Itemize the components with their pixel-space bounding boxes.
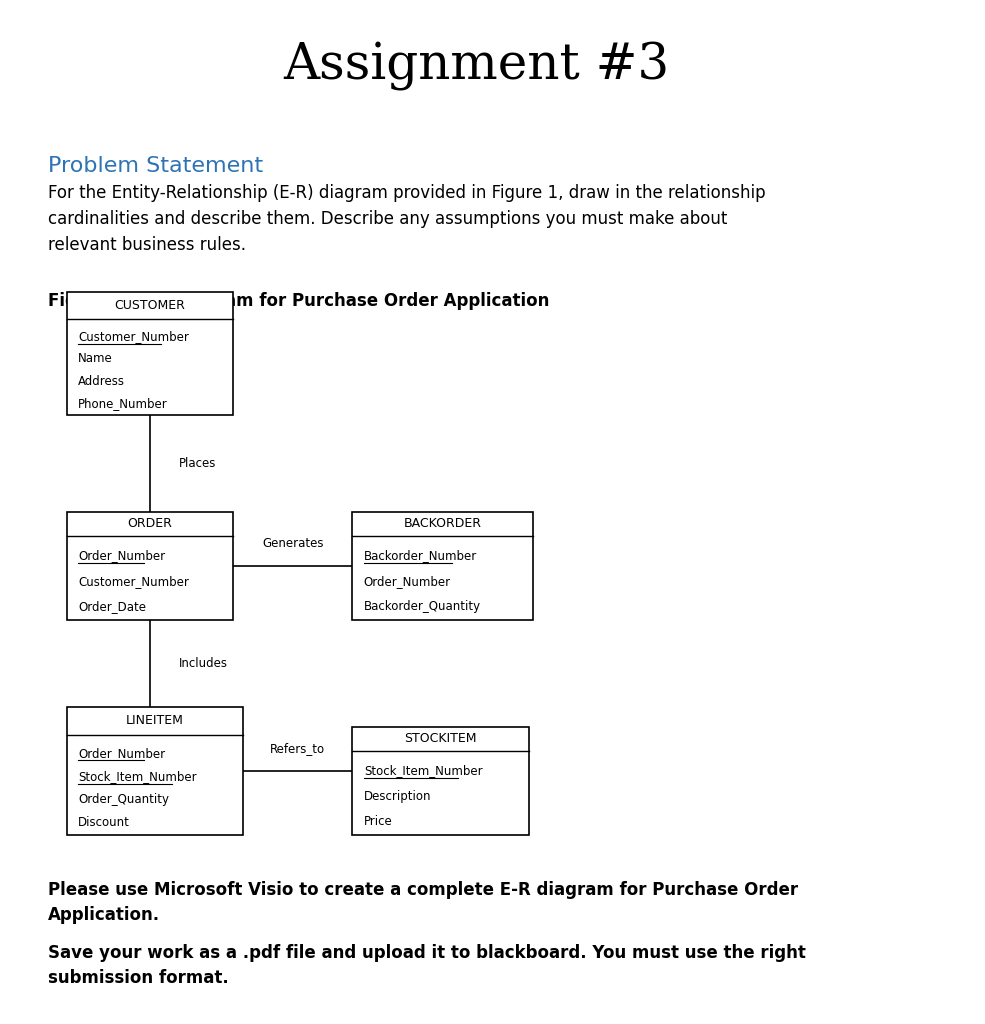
Text: Places: Places	[178, 457, 216, 470]
Text: Phone_Number: Phone_Number	[78, 397, 167, 410]
Text: Customer_Number: Customer_Number	[78, 574, 189, 588]
Text: Order_Date: Order_Date	[78, 600, 146, 613]
Text: ORDER: ORDER	[127, 517, 172, 530]
Text: Stock_Item_Number: Stock_Item_Number	[363, 765, 483, 777]
Text: Figure 1. E-R Diagram for Purchase Order Application: Figure 1. E-R Diagram for Purchase Order…	[47, 292, 549, 310]
Text: Order_Number: Order_Number	[78, 550, 165, 562]
Text: BACKORDER: BACKORDER	[404, 517, 482, 530]
Text: Save your work as a .pdf file and upload it to blackboard. You must use the righ: Save your work as a .pdf file and upload…	[47, 944, 806, 987]
Text: Name: Name	[78, 352, 113, 366]
Text: Stock_Item_Number: Stock_Item_Number	[78, 770, 197, 783]
Text: Generates: Generates	[262, 538, 324, 551]
Text: Refers_to: Refers_to	[270, 742, 325, 756]
Text: Order_Quantity: Order_Quantity	[78, 794, 169, 806]
Text: Backorder_Quantity: Backorder_Quantity	[363, 600, 481, 613]
Text: Discount: Discount	[78, 816, 130, 829]
FancyBboxPatch shape	[353, 512, 533, 620]
Text: Problem Statement: Problem Statement	[47, 156, 263, 176]
Text: CUSTOMER: CUSTOMER	[114, 299, 185, 312]
Text: LINEITEM: LINEITEM	[126, 714, 183, 727]
FancyBboxPatch shape	[67, 292, 233, 415]
FancyBboxPatch shape	[67, 512, 233, 620]
Text: Backorder_Number: Backorder_Number	[363, 550, 477, 562]
Text: STOCKITEM: STOCKITEM	[404, 732, 477, 745]
Text: Address: Address	[78, 375, 125, 388]
Text: Includes: Includes	[178, 656, 228, 670]
Text: Assignment #3: Assignment #3	[283, 42, 669, 91]
Text: For the Entity-Relationship (E-R) diagram provided in Figure 1, draw in the rela: For the Entity-Relationship (E-R) diagra…	[47, 184, 765, 254]
Text: Description: Description	[363, 790, 431, 803]
FancyBboxPatch shape	[67, 707, 243, 835]
FancyBboxPatch shape	[353, 727, 529, 835]
Text: Please use Microsoft Visio to create a complete E-R diagram for Purchase Order
A: Please use Microsoft Visio to create a c…	[47, 881, 798, 924]
Text: Price: Price	[363, 815, 393, 828]
Text: Order_Number: Order_Number	[363, 574, 451, 588]
Text: Order_Number: Order_Number	[78, 746, 165, 760]
Text: Customer_Number: Customer_Number	[78, 330, 189, 343]
